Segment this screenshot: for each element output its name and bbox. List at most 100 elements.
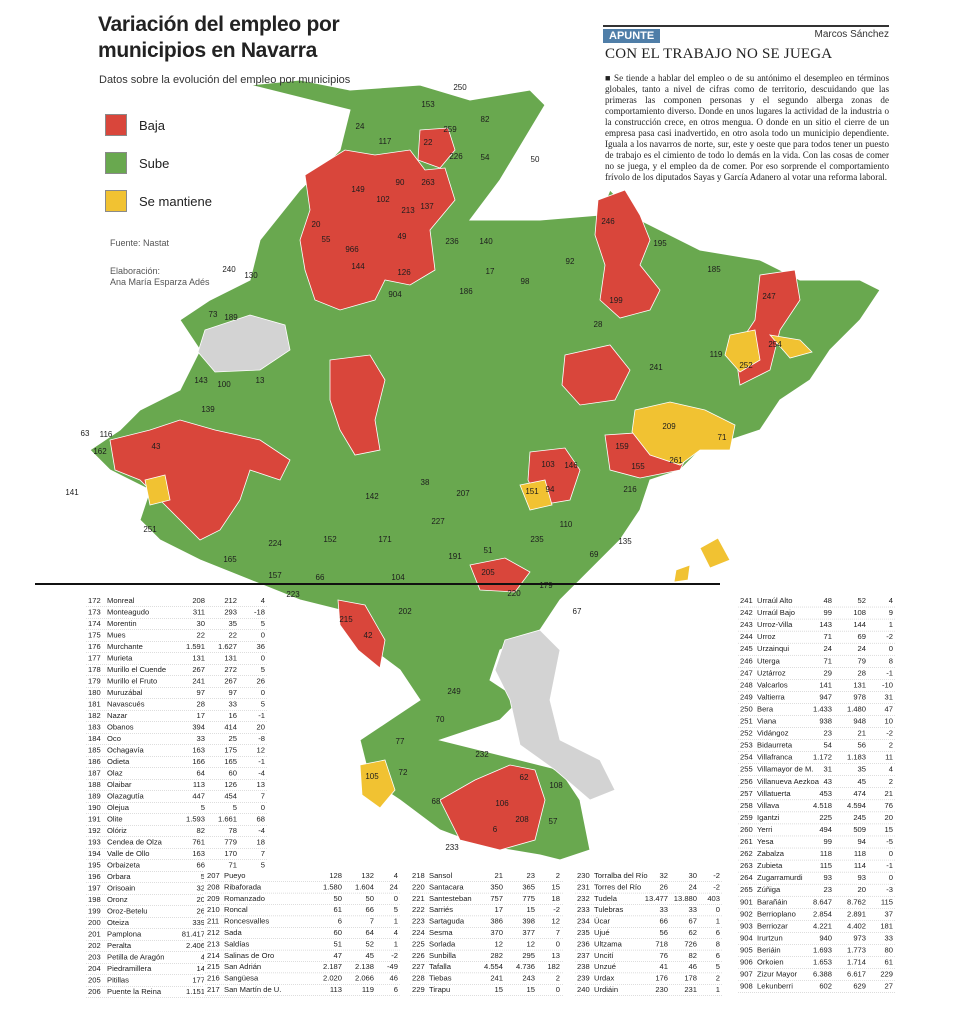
cell-number: 204 (88, 964, 101, 973)
cell-value: -2 (713, 882, 720, 891)
cell-value: 8 (716, 939, 720, 948)
cell-value: 50 (334, 894, 342, 903)
cell-value: -3 (886, 885, 893, 894)
map-label: 69 (590, 550, 599, 559)
cell-value: -49 (387, 962, 398, 971)
region-gray (494, 629, 616, 801)
cell-value: -4 (258, 769, 265, 778)
cell-name: Muruzábal (107, 688, 143, 697)
cell-name: Olóriz (107, 826, 127, 835)
cell-value: 0 (556, 985, 560, 994)
region-down (594, 189, 661, 319)
cell-name: Berrioplano (757, 909, 796, 918)
region-down (299, 149, 456, 311)
cell-value: -2 (886, 632, 893, 641)
cell-value: 18 (552, 894, 560, 903)
cell-name: Santacara (429, 882, 464, 891)
map-label: 152 (323, 535, 337, 544)
cell-number: 906 (740, 958, 753, 967)
map-label: 149 (351, 185, 365, 194)
cell-name: Pueyo (224, 871, 246, 880)
cell-name: Orisoain (107, 884, 135, 893)
cell-value: 447 (192, 792, 205, 801)
cell-value: 1 (394, 917, 398, 926)
cell-value: 31 (885, 692, 893, 701)
map-label: 151 (525, 487, 539, 496)
region-same (519, 479, 553, 511)
cell-value: 4.736 (516, 962, 535, 971)
cell-value: 37 (885, 909, 893, 918)
cell-value: 128 (329, 871, 342, 880)
cell-number: 259 (740, 813, 753, 822)
cell-name: Romanzado (224, 894, 265, 903)
cell-name: Yesa (757, 837, 774, 846)
map-label: 162 (93, 447, 107, 456)
cell-number: 262 (740, 849, 753, 858)
cell-number: 181 (88, 700, 101, 709)
cell-name: Salinas de Oro (224, 951, 274, 960)
cell-value: 6 (716, 951, 720, 960)
cell-value: 775 (522, 894, 535, 903)
cell-number: 196 (88, 872, 101, 881)
cell-name: Mues (107, 631, 126, 640)
cell-value: 8 (889, 656, 893, 665)
cell-number: 902 (740, 909, 753, 918)
cell-number: 251 (740, 717, 753, 726)
map-label: 119 (710, 350, 723, 359)
cell-name: Orbaizeta (107, 861, 141, 870)
table-bg (574, 869, 725, 997)
cell-value: 225 (819, 813, 832, 822)
cell-value: 1.593 (186, 815, 205, 824)
cell-value: 97 (197, 688, 205, 697)
cell-value: 64 (366, 928, 374, 937)
cell-value: 231 (684, 985, 697, 994)
cell-number: 191 (88, 815, 101, 824)
cell-value: 26 (257, 677, 265, 686)
cell-value: 33 (885, 933, 893, 942)
map-label: 92 (566, 257, 575, 266)
map-label: 62 (520, 773, 529, 782)
cell-value: 474 (853, 789, 866, 798)
cell-value: 15 (495, 985, 503, 994)
cell-number: 257 (740, 789, 753, 798)
cell-value: 293 (224, 608, 237, 617)
cell-value: 181 (880, 921, 893, 930)
map-label: 142 (365, 492, 379, 501)
cell-value: 60 (229, 769, 237, 778)
cell-value: 311 (193, 608, 205, 617)
cell-value: 113 (330, 985, 342, 994)
cell-number: 179 (88, 677, 101, 686)
cell-value: 494 (819, 825, 832, 834)
cell-name: San Martín de U. (224, 985, 281, 994)
cell-name: Valcarlos (757, 680, 788, 689)
cell-value: 1.480 (847, 704, 866, 713)
cell-value: 5 (394, 905, 398, 914)
cell-number: 261 (740, 837, 753, 846)
credit-label: Elaboración: (110, 266, 161, 276)
cell-number: 252 (740, 729, 753, 738)
map-label: 227 (431, 517, 445, 526)
cell-number: 208 (207, 882, 220, 891)
map-label: 146 (564, 461, 578, 470)
cell-value: 8.762 (847, 897, 866, 906)
cell-value: 6 (716, 928, 720, 937)
cell-number: 216 (207, 974, 220, 983)
map-label: 63 (81, 429, 90, 438)
cell-value: 99 (824, 837, 832, 846)
region-same (699, 537, 731, 569)
cell-number: 263 (740, 861, 753, 870)
cell-name: Uztárroz (757, 668, 786, 677)
map-label: 249 (447, 687, 461, 696)
map-label: 195 (653, 239, 667, 248)
map-label: 100 (217, 380, 231, 389)
map-label: 141 (65, 488, 79, 497)
map-label: 216 (623, 485, 637, 494)
cell-name: Urroz (757, 632, 776, 641)
map-label: 226 (449, 152, 463, 161)
cell-name: Murillo el Cuende (107, 665, 166, 674)
cell-value: 6.388 (813, 970, 832, 979)
cell-number: 198 (88, 895, 101, 904)
cell-name: Zugarramurdi (757, 873, 803, 882)
cell-value: 61 (334, 905, 342, 914)
